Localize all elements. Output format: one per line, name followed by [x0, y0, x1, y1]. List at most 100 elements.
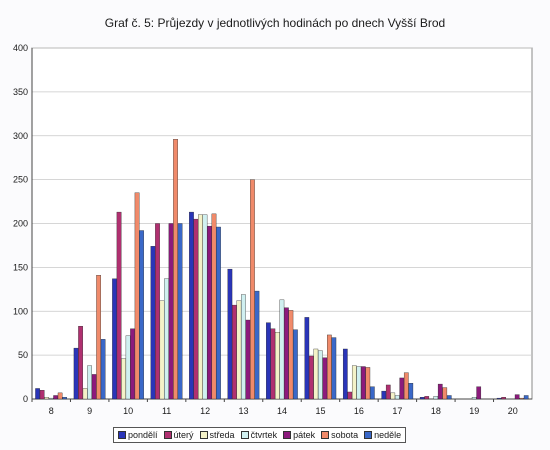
bar-čtvrtek-10 [125, 335, 131, 400]
legend-item: sobota [321, 430, 358, 440]
legend-item: pátek [283, 430, 315, 440]
bar-pátek-14 [284, 307, 289, 400]
legend-item: neděle [364, 430, 401, 440]
y-tick-label: 100 [13, 306, 28, 316]
x-tick-label: 9 [87, 406, 92, 416]
bar-pondělí-11 [150, 246, 156, 400]
bar-úterý-10 [116, 211, 122, 400]
bar-pátek-17 [399, 377, 405, 400]
bar-čtvrtek-19 [471, 397, 477, 400]
bar-úterý-15 [309, 355, 314, 400]
y-tick-label: 400 [13, 43, 28, 53]
bar-neděle-8 [62, 397, 67, 400]
bar-neděle-17 [408, 383, 414, 400]
legend-item: čtvrtek [240, 430, 278, 440]
bar-neděle-20 [523, 395, 529, 400]
bar-úterý-14 [270, 328, 276, 400]
bar-středa-13 [236, 300, 242, 400]
y-tick-label: 0 [23, 394, 28, 404]
bar-úterý-18 [424, 396, 430, 400]
legend-label: středa [209, 430, 235, 440]
x-tick-label: 12 [200, 406, 210, 416]
bar-pátek-18 [437, 383, 443, 400]
x-tick-label: 19 [469, 406, 479, 416]
bar-sobota-11 [173, 139, 178, 400]
bar-neděle-13 [254, 290, 260, 400]
bar-sobota-20 [519, 397, 525, 400]
legend-label: pondělí [128, 430, 158, 440]
bar-pátek-20 [514, 394, 520, 400]
bar-čtvrtek-18 [433, 396, 439, 400]
bar-pátek-15 [322, 357, 328, 400]
bar-čtvrtek-15 [318, 350, 323, 400]
bar-pondělí-14 [266, 322, 271, 400]
legend-swatch [118, 431, 126, 439]
y-tick-label: 200 [13, 219, 28, 229]
bar-neděle-18 [446, 395, 452, 400]
bar-sobota-17 [403, 372, 409, 400]
bar-pondělí-8 [35, 388, 40, 400]
bar-pátek-10 [130, 328, 135, 400]
bar-pondělí-9 [73, 347, 79, 400]
legend-item: úterý [163, 430, 194, 440]
chart-title: Graf č. 5: Průjezdy v jednotlivých hodin… [104, 16, 446, 30]
bar-úterý-12 [193, 218, 199, 400]
bar-čtvrtek-16 [356, 366, 362, 400]
bar-pondělí-13 [227, 268, 233, 400]
bar-sobota-8 [57, 392, 63, 400]
bar-středa-9 [82, 388, 88, 400]
bar-sobota-13 [250, 179, 255, 400]
legend-swatch [199, 431, 208, 439]
bar-neděle-16 [370, 386, 375, 400]
y-tick-label: 50 [18, 350, 28, 360]
bar-středa-12 [198, 214, 203, 400]
bar-pátek-16 [361, 366, 366, 400]
bar-středa-11 [159, 300, 165, 400]
bar-úterý-16 [347, 391, 353, 400]
legend-swatch [240, 431, 249, 439]
legend-item: pondělí [118, 430, 158, 440]
bar-sobota-9 [96, 275, 101, 400]
y-tick-label: 350 [13, 87, 28, 97]
bar-úterý-20 [501, 397, 506, 400]
y-tick-label: 250 [13, 175, 28, 185]
legend-label: pátek [293, 430, 316, 440]
bar-neděle-10 [139, 230, 144, 400]
bar-pondělí-16 [342, 348, 348, 400]
x-tick-label: 10 [123, 406, 133, 416]
bar-neděle-15 [331, 337, 337, 400]
x-tick-label: 8 [49, 406, 54, 416]
bar-pátek-8 [53, 395, 58, 400]
bar-pondělí-15 [304, 317, 310, 400]
bar-čtvrtek-12 [202, 214, 208, 400]
legend-label: úterý [173, 430, 194, 440]
bar-čtvrtek-9 [87, 365, 92, 400]
bar-sobota-16 [365, 367, 371, 400]
legend-swatch [321, 431, 330, 439]
bar-úterý-13 [232, 304, 237, 400]
bar-pondělí-18 [419, 397, 425, 400]
x-tick-label: 16 [354, 406, 364, 416]
bar-úterý-17 [385, 384, 391, 400]
legend-label: čtvrtek [250, 430, 278, 440]
bar-neděle-14 [293, 329, 298, 400]
bar-neděle-9 [100, 339, 106, 400]
legend-label: sobota [331, 430, 359, 440]
bar-pondělí-10 [112, 278, 117, 400]
bar-pondělí-12 [189, 211, 194, 400]
bar-středa-16 [351, 365, 357, 400]
x-tick-label: 17 [392, 406, 402, 416]
legend: pondělí úterý středa čtvrtek pátek sobota nedě… [113, 427, 407, 443]
legend-swatch [283, 431, 292, 439]
bar-pátek-13 [245, 319, 251, 400]
x-tick-label: 14 [277, 406, 287, 416]
bar-sobota-15 [327, 334, 332, 400]
bar-pátek-19 [476, 386, 482, 400]
bar-čtvrtek-14 [279, 299, 285, 400]
bar-úterý-11 [155, 223, 160, 400]
x-tick-label: 11 [162, 406, 171, 416]
bar-pátek-11 [168, 223, 174, 400]
bar-středa-10 [121, 358, 126, 400]
